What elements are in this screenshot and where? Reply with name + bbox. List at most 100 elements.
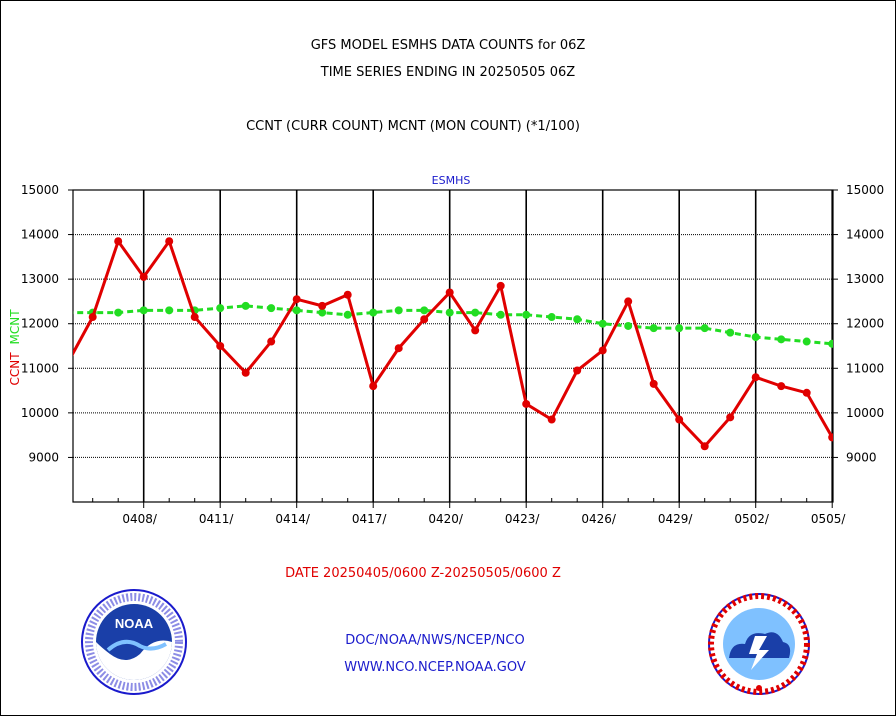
mcnt-point <box>63 309 71 317</box>
ccnt-point <box>445 288 454 297</box>
ccnt-point <box>241 368 250 377</box>
grid-layer <box>73 189 834 502</box>
title-line-3: CCNT (CURR COUNT) MCNT (MON COUNT) (*1/1… <box>246 119 580 134</box>
x-tick-label: 0411/ <box>199 512 235 526</box>
ccnt-point <box>420 315 429 324</box>
ccnt-point <box>777 382 786 391</box>
x-tick-label: 0420/ <box>428 512 464 526</box>
mcnt-point <box>675 324 684 333</box>
panel-title: ESMHS <box>432 174 471 187</box>
nws-logo-icon <box>708 593 810 695</box>
ccnt-point <box>496 281 505 290</box>
mcnt-point <box>726 328 735 337</box>
x-tick-label: 0505/ <box>811 512 847 526</box>
ccnt-point <box>292 295 301 304</box>
ccnt-point <box>624 297 633 306</box>
ccnt-point <box>369 382 378 391</box>
title-line-1: GFS MODEL ESMHS DATA COUNTS for 06Z <box>310 38 586 53</box>
mcnt-point <box>420 306 429 315</box>
ccnt-point <box>394 344 403 353</box>
title-line-2: TIME SERIES ENDING IN 20250505 06Z <box>320 65 576 80</box>
mcnt-point <box>624 321 633 330</box>
mcnt-point <box>318 308 327 317</box>
org-path-link[interactable]: DOC/NOAA/NWS/NCEP/NCO <box>345 633 525 648</box>
mcnt-point <box>828 339 833 348</box>
y-tick-label-right: 13000 <box>846 272 884 286</box>
axes-layer <box>68 189 838 508</box>
mcnt-point <box>165 306 174 315</box>
mcnt-point <box>777 335 786 344</box>
x-tick-label: 0426/ <box>581 512 617 526</box>
ccnt-point <box>267 337 276 346</box>
ccnt-point <box>700 442 709 451</box>
ccnt-point <box>547 415 556 424</box>
y-tick-label-left: 15000 <box>21 183 59 197</box>
ccnt-point <box>471 326 480 335</box>
mcnt-point <box>522 310 531 319</box>
mcnt-point <box>292 306 301 315</box>
mcnt-point <box>445 308 454 317</box>
ccnt-point <box>88 313 97 322</box>
mcnt-point <box>471 308 480 317</box>
mcnt-point <box>369 308 378 317</box>
x-tick-label: 0429/ <box>658 512 694 526</box>
x-tick-label: 0408/ <box>122 512 158 526</box>
ccnt-point <box>318 301 327 310</box>
ccnt-point <box>675 415 684 424</box>
plot-area-border <box>72 189 834 503</box>
mcnt-point <box>343 310 352 319</box>
mcnt-point <box>139 306 148 315</box>
ccnt-point <box>598 346 607 355</box>
ccnt-point <box>190 313 199 322</box>
y-axis-label-mcnt: MCNT <box>8 309 22 345</box>
x-tick-label: 0423/ <box>505 512 541 526</box>
mcnt-point <box>241 301 250 310</box>
ccnt-point <box>216 342 225 350</box>
mcnt-point <box>114 308 123 317</box>
y-tick-label-right: 15000 <box>846 183 884 197</box>
mcnt-point <box>700 324 709 333</box>
mcnt-point <box>496 310 505 319</box>
y-tick-label-right: 9000 <box>846 450 877 464</box>
ccnt-point <box>343 290 352 299</box>
mcnt-point <box>267 304 276 313</box>
x-tick-label: 0414/ <box>275 512 311 526</box>
ccnt-point <box>802 388 811 397</box>
mcnt-point <box>394 306 403 315</box>
y-tick-label-left: 11000 <box>21 361 59 375</box>
y-tick-label-right: 14000 <box>846 228 884 242</box>
y-tick-label-right: 12000 <box>846 317 884 331</box>
mcnt-point <box>649 324 658 333</box>
y-tick-label-right: 10000 <box>846 406 884 420</box>
ccnt-point <box>649 379 658 388</box>
noaa-logo-icon: NOAA <box>81 589 187 695</box>
ccnt-point <box>522 399 531 408</box>
ccnt-point <box>828 433 833 442</box>
ccnt-point <box>751 373 760 382</box>
mcnt-point <box>547 313 556 322</box>
mcnt-point <box>751 333 760 342</box>
y-axis-label-ccnt: CCNT <box>8 352 22 386</box>
series-layer <box>63 237 833 451</box>
svg-text:NOAA: NOAA <box>115 616 154 631</box>
website-link[interactable]: WWW.NCO.NCEP.NOAA.GOV <box>344 660 526 675</box>
ccnt-point <box>165 237 174 246</box>
label-layer: 9000 9000 10000 10000 11000 11000 12000 12000 13… <box>8 174 884 526</box>
y-tick-label-right: 11000 <box>846 361 884 375</box>
mcnt-point <box>598 319 607 328</box>
mcnt-point <box>573 315 582 324</box>
ccnt-point <box>573 366 582 375</box>
y-tick-label-left: 14000 <box>21 228 59 242</box>
ccnt-point <box>139 272 148 281</box>
y-tick-label-left: 13000 <box>21 272 59 286</box>
date-range-label: DATE 20250405/0600 Z-20250505/0600 Z <box>285 566 561 581</box>
x-tick-label: 0502/ <box>734 512 770 526</box>
mcnt-point <box>216 304 225 313</box>
mcnt-point <box>802 337 811 346</box>
x-tick-label: 0417/ <box>352 512 388 526</box>
y-tick-label-left: 9000 <box>28 450 59 464</box>
y-tick-label-left: 10000 <box>21 406 59 420</box>
ccnt-point <box>63 360 71 368</box>
ccnt-point <box>114 237 123 246</box>
